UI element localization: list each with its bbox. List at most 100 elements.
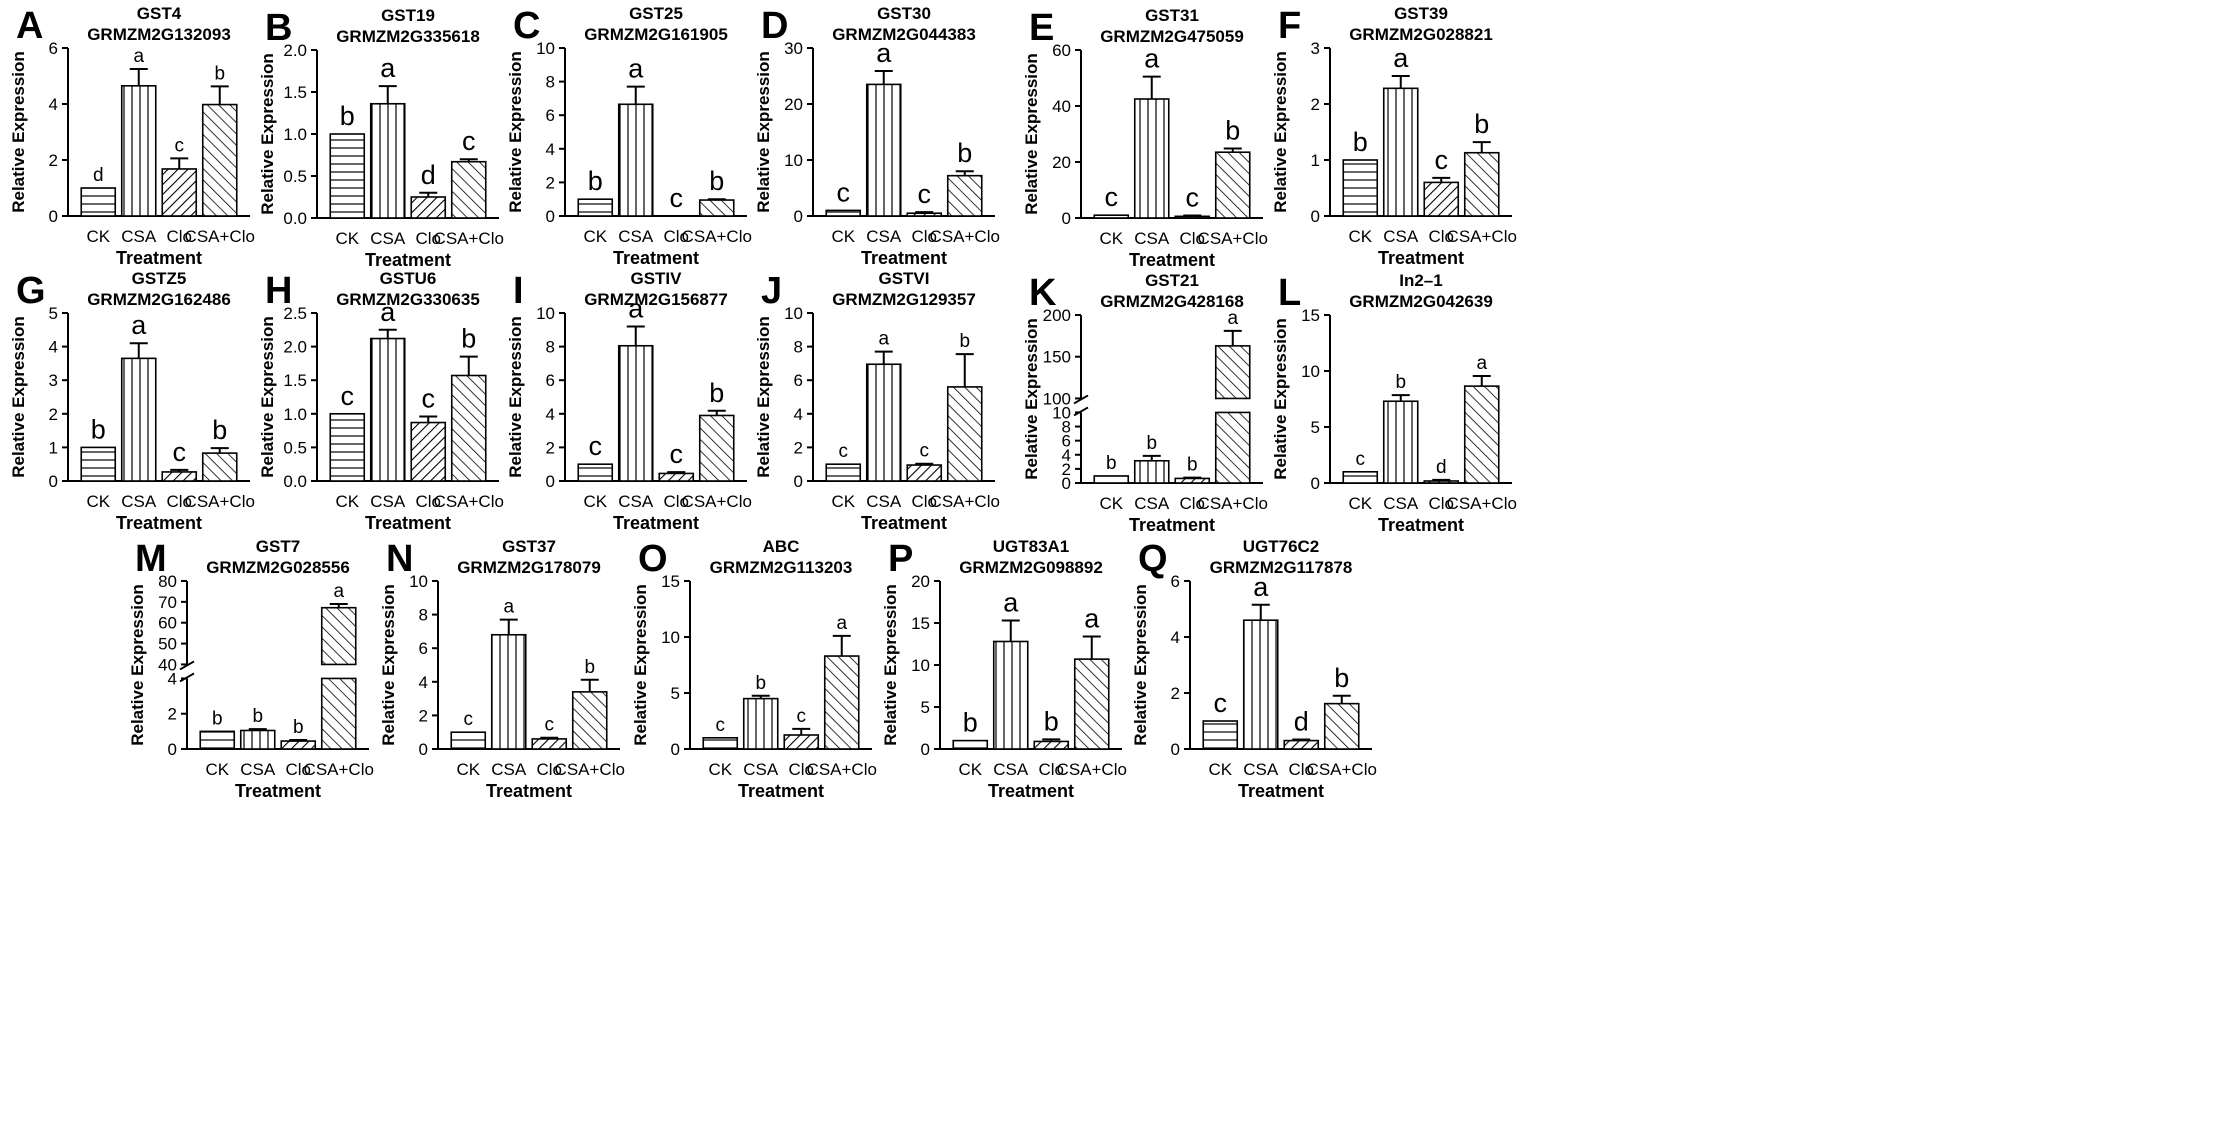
gene-name: GST30 (877, 4, 931, 23)
significance-letter: b (214, 63, 225, 84)
y-tick-label: 4 (49, 338, 58, 357)
x-tick-label: CSA (491, 760, 527, 779)
y-axis-title: Relative Expression (1022, 53, 1041, 215)
x-tick-label: CK (335, 492, 359, 511)
x-axis-title: Treatment (861, 513, 947, 533)
bar-clo: b (1174, 455, 1211, 484)
y-tick-label: 2 (794, 438, 803, 457)
bar-clo: c (658, 439, 695, 482)
y-tick-label: 6 (546, 371, 555, 390)
bar-csa: a (865, 329, 902, 482)
significance-letter: c (839, 441, 849, 462)
y-tick-label: 0 (49, 207, 58, 226)
y-tick-label: 60 (1052, 41, 1071, 60)
y-tick-label: 10 (1052, 403, 1071, 422)
x-tick-label: CSA (121, 492, 157, 511)
x-tick-label: Clo (1428, 227, 1454, 246)
bar-rect (825, 209, 862, 217)
y-tick-label: 4 (1062, 446, 1071, 465)
y-tick-label: 8 (546, 338, 555, 357)
significance-letter: a (380, 53, 396, 83)
panel-letter: Q (1138, 538, 1168, 580)
y-tick-label: 200 (1043, 306, 1071, 325)
bar-rect (577, 198, 614, 217)
y-tick-label: 0 (794, 472, 803, 491)
panel-letter: F (1278, 5, 1301, 47)
x-tick-label: CK (1348, 494, 1372, 513)
bar-clo: c (1174, 182, 1211, 219)
y-tick-label: 0 (49, 472, 58, 491)
panel-letter: K (1029, 272, 1057, 314)
x-tick-label: Clo (1428, 494, 1454, 513)
x-tick-label: CK (831, 492, 855, 511)
significance-letter: b (709, 378, 724, 408)
y-tick-label: 10 (911, 656, 930, 675)
gene-id: GRMZM2G044383 (832, 25, 976, 44)
bar-rect (329, 133, 366, 219)
gene-name: In2–1 (1399, 271, 1442, 290)
x-tick-label: Clo (536, 760, 562, 779)
y-tick-label: 0 (419, 740, 428, 759)
bar-segment-lower (1214, 411, 1251, 484)
bar-clo: c (161, 437, 198, 482)
bar-rect (865, 83, 902, 217)
bar-csa-plus-clo: a (1463, 353, 1500, 484)
y-tick-label: 20 (784, 95, 803, 114)
bar-rect (450, 731, 487, 750)
bar-ck: c (329, 381, 366, 482)
y-axis-title: Relative Expression (506, 51, 525, 213)
x-tick-label: Clo (788, 760, 814, 779)
bar-csa: a (369, 53, 406, 219)
bar-csa-plus-clo: b (1463, 109, 1500, 217)
bar-rect (1073, 658, 1110, 750)
bar-rect (992, 640, 1029, 750)
bar-ck: b (80, 414, 117, 482)
bar-rect (823, 655, 860, 750)
significance-letter: b (1146, 433, 1157, 454)
y-tick-label: 2.0 (283, 338, 307, 357)
panel-letter: H (265, 270, 292, 312)
bar-rect (1174, 215, 1211, 219)
significance-letter: a (876, 38, 892, 68)
x-tick-label: Clo (1038, 760, 1064, 779)
bar-rect (1342, 470, 1379, 484)
x-tick-label: CK (86, 227, 110, 246)
significance-letter: b (963, 708, 978, 738)
x-tick-label: CK (456, 760, 480, 779)
significance-letter: b (340, 101, 355, 131)
y-tick-label: 2 (419, 706, 428, 725)
significance-letter: a (836, 613, 847, 634)
x-axis-title: Treatment (1378, 248, 1464, 268)
bar-rect (702, 736, 739, 750)
bar-rect (450, 160, 487, 219)
x-tick-label: CSA+Clo (930, 227, 1000, 246)
bar-csa: a (490, 597, 527, 750)
bar-rect (783, 734, 820, 750)
y-tick-label: 15 (1301, 306, 1320, 325)
bar-rect (239, 729, 276, 750)
y-tick-label: 60 (158, 614, 177, 633)
bar-clo: c (531, 715, 568, 750)
bar-segment-lower (320, 677, 357, 750)
significance-letter: d (1436, 457, 1447, 478)
y-tick-label: 8 (794, 338, 803, 357)
x-tick-label: Clo (1179, 494, 1205, 513)
bar-rect (1174, 477, 1211, 484)
y-axis-title: Relative Expression (258, 53, 277, 215)
significance-letter: a (1003, 587, 1019, 617)
significance-letter: a (1393, 43, 1409, 73)
y-tick-label: 4 (419, 673, 428, 692)
x-axis-title: Treatment (861, 248, 947, 268)
y-tick-label: 70 (158, 593, 177, 612)
panel-letter: M (135, 538, 167, 580)
bar-rect (1242, 619, 1279, 750)
significance-letter: b (1106, 453, 1117, 474)
x-tick-label: Clo (415, 492, 441, 511)
significance-letter: a (878, 329, 889, 350)
gene-id: GRMZM2G117878 (1210, 558, 1353, 577)
bar-rect (161, 471, 198, 482)
